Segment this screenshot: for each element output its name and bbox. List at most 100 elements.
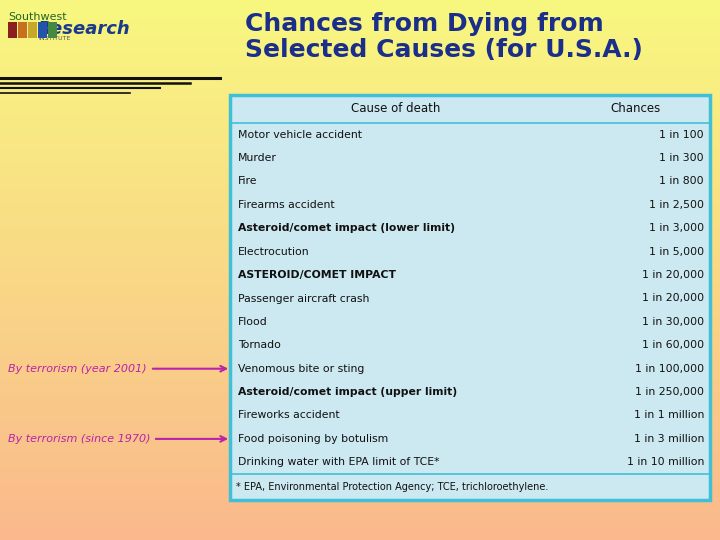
Bar <box>0 270 720 276</box>
Bar <box>0 108 720 115</box>
Bar <box>0 68 720 74</box>
Bar <box>0 372 720 378</box>
Bar <box>0 453 720 459</box>
Bar <box>0 20 720 27</box>
Bar <box>0 472 720 480</box>
Bar <box>0 6 720 14</box>
Bar <box>0 33 720 40</box>
Bar <box>0 513 720 519</box>
Bar <box>0 303 720 310</box>
Text: ASTEROID/COMET IMPACT: ASTEROID/COMET IMPACT <box>238 270 396 280</box>
Bar <box>0 195 720 202</box>
Bar <box>0 519 720 526</box>
Bar <box>0 338 720 345</box>
Bar <box>0 486 720 492</box>
Bar <box>0 47 720 54</box>
Text: Motor vehicle accident: Motor vehicle accident <box>238 130 362 140</box>
Text: Selected Causes (for U.S.A.): Selected Causes (for U.S.A.) <box>245 38 643 62</box>
Bar <box>0 500 720 507</box>
Bar <box>0 249 720 256</box>
Bar <box>0 168 720 176</box>
Bar <box>0 74 720 81</box>
Text: 1 in 20,000: 1 in 20,000 <box>642 294 704 303</box>
Text: Flood: Flood <box>238 317 268 327</box>
Bar <box>0 202 720 209</box>
Text: 1 in 250,000: 1 in 250,000 <box>635 387 704 397</box>
Text: 1 in 3 million: 1 in 3 million <box>634 434 704 444</box>
Text: Murder: Murder <box>238 153 277 163</box>
Text: 1 in 60,000: 1 in 60,000 <box>642 340 704 350</box>
Bar <box>0 465 720 472</box>
Bar <box>0 357 720 364</box>
Text: 1 in 100,000: 1 in 100,000 <box>635 364 704 374</box>
Bar <box>0 351 720 357</box>
Text: Research: Research <box>38 20 131 38</box>
Text: Asteroid/comet impact (upper limit): Asteroid/comet impact (upper limit) <box>238 387 457 397</box>
Bar <box>0 364 720 372</box>
Text: 1 in 100: 1 in 100 <box>660 130 704 140</box>
Bar <box>0 237 720 243</box>
Bar <box>0 317 720 324</box>
Bar <box>0 534 720 540</box>
Bar <box>0 27 720 33</box>
Bar <box>0 209 720 216</box>
Bar <box>0 14 720 20</box>
Bar <box>0 40 720 47</box>
Bar <box>0 128 720 135</box>
Bar <box>0 459 720 465</box>
Bar <box>230 95 710 500</box>
Bar <box>0 81 720 87</box>
Bar <box>0 183 720 189</box>
Text: By terrorism (since 1970): By terrorism (since 1970) <box>8 434 150 444</box>
Bar <box>0 291 720 297</box>
Bar <box>0 230 720 237</box>
Bar <box>38 22 47 38</box>
Bar <box>0 526 720 534</box>
Bar <box>0 432 720 438</box>
Text: Chances from Dying from: Chances from Dying from <box>245 12 604 36</box>
Bar <box>0 54 720 60</box>
Bar <box>0 438 720 445</box>
Text: 1 in 2,500: 1 in 2,500 <box>649 200 704 210</box>
Bar <box>0 60 720 68</box>
Bar <box>0 392 720 399</box>
Text: Food poisoning by botulism: Food poisoning by botulism <box>238 434 388 444</box>
Bar <box>0 378 720 384</box>
Text: 1 in 10 million: 1 in 10 million <box>626 457 704 467</box>
Text: Southwest: Southwest <box>8 12 67 22</box>
Bar <box>0 399 720 405</box>
Bar <box>0 216 720 222</box>
Bar <box>0 492 720 500</box>
Bar <box>0 135 720 141</box>
Text: Fire: Fire <box>238 177 258 186</box>
Bar <box>0 310 720 317</box>
Text: INSTITUTE: INSTITUTE <box>38 36 71 41</box>
Bar <box>0 176 720 183</box>
Text: Electrocution: Electrocution <box>238 247 310 256</box>
Bar <box>0 324 720 330</box>
Bar <box>0 222 720 230</box>
Bar <box>0 405 720 411</box>
Text: Fireworks accident: Fireworks accident <box>238 410 340 421</box>
Text: 1 in 3,000: 1 in 3,000 <box>649 224 704 233</box>
Text: 1 in 30,000: 1 in 30,000 <box>642 317 704 327</box>
Bar <box>0 480 720 486</box>
Bar <box>0 189 720 195</box>
Text: Firearms accident: Firearms accident <box>238 200 335 210</box>
Bar <box>0 0 720 6</box>
Text: 1 in 1 million: 1 in 1 million <box>634 410 704 421</box>
Bar <box>0 102 720 108</box>
Text: Asteroid/comet impact (lower limit): Asteroid/comet impact (lower limit) <box>238 224 455 233</box>
Bar <box>0 156 720 162</box>
Bar <box>48 22 57 38</box>
Text: Passenger aircraft crash: Passenger aircraft crash <box>238 294 369 303</box>
Bar <box>0 418 720 426</box>
Bar <box>0 297 720 303</box>
Bar <box>0 276 720 284</box>
Bar <box>0 122 720 128</box>
Bar <box>0 243 720 249</box>
Text: Venomous bite or sting: Venomous bite or sting <box>238 364 364 374</box>
Bar <box>0 411 720 418</box>
Bar <box>0 345 720 351</box>
Text: By terrorism (year 2001): By terrorism (year 2001) <box>8 364 147 374</box>
